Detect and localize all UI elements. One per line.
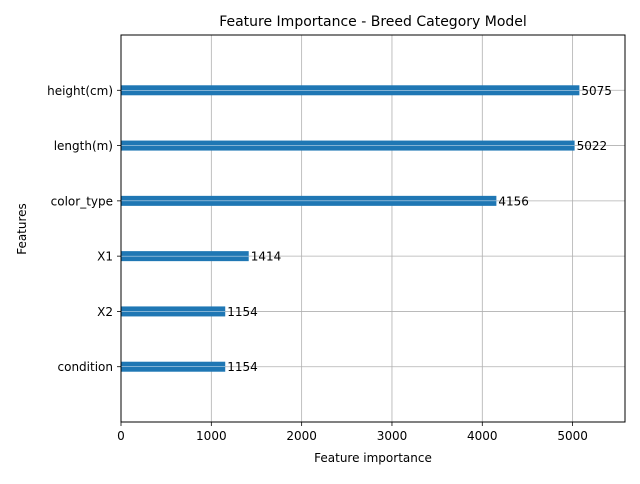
data-label: 4156 [498,194,529,208]
x-tick-label: 4000 [467,429,498,443]
y-tick-label: color_type [51,194,113,208]
y-tick-label: length(m) [54,139,113,153]
x-tick-label: 1000 [196,429,227,443]
y-tick-label: height(cm) [47,84,113,98]
data-label: 1154 [227,360,258,374]
y-axis-label: Features [15,203,29,255]
x-tick-label: 5000 [557,429,588,443]
plot-area-frame [120,34,626,423]
bars [121,85,580,372]
x-tick-label: 2000 [286,429,317,443]
x-axis: 0 1000 2000 3000 4000 5000 [117,422,588,443]
chart-title: Feature Importance - Breed Category Mode… [219,14,527,30]
y-tick-label: X2 [97,305,113,319]
data-label: 1154 [227,305,258,319]
y-tick-label: condition [58,360,113,374]
data-label: 5022 [577,139,608,153]
x-tick-label: 3000 [377,429,408,443]
data-labels: 5075 5022 4156 1414 1154 1154 [227,84,612,374]
x-tick-label: 0 [117,429,125,443]
y-tick-label: X1 [97,250,113,264]
x-axis-label: Feature importance [314,451,432,465]
y-axis: height(cm) length(m) color_type X1 X2 conditi… [47,84,121,374]
data-label: 1414 [251,250,282,264]
data-label: 5075 [581,84,612,98]
